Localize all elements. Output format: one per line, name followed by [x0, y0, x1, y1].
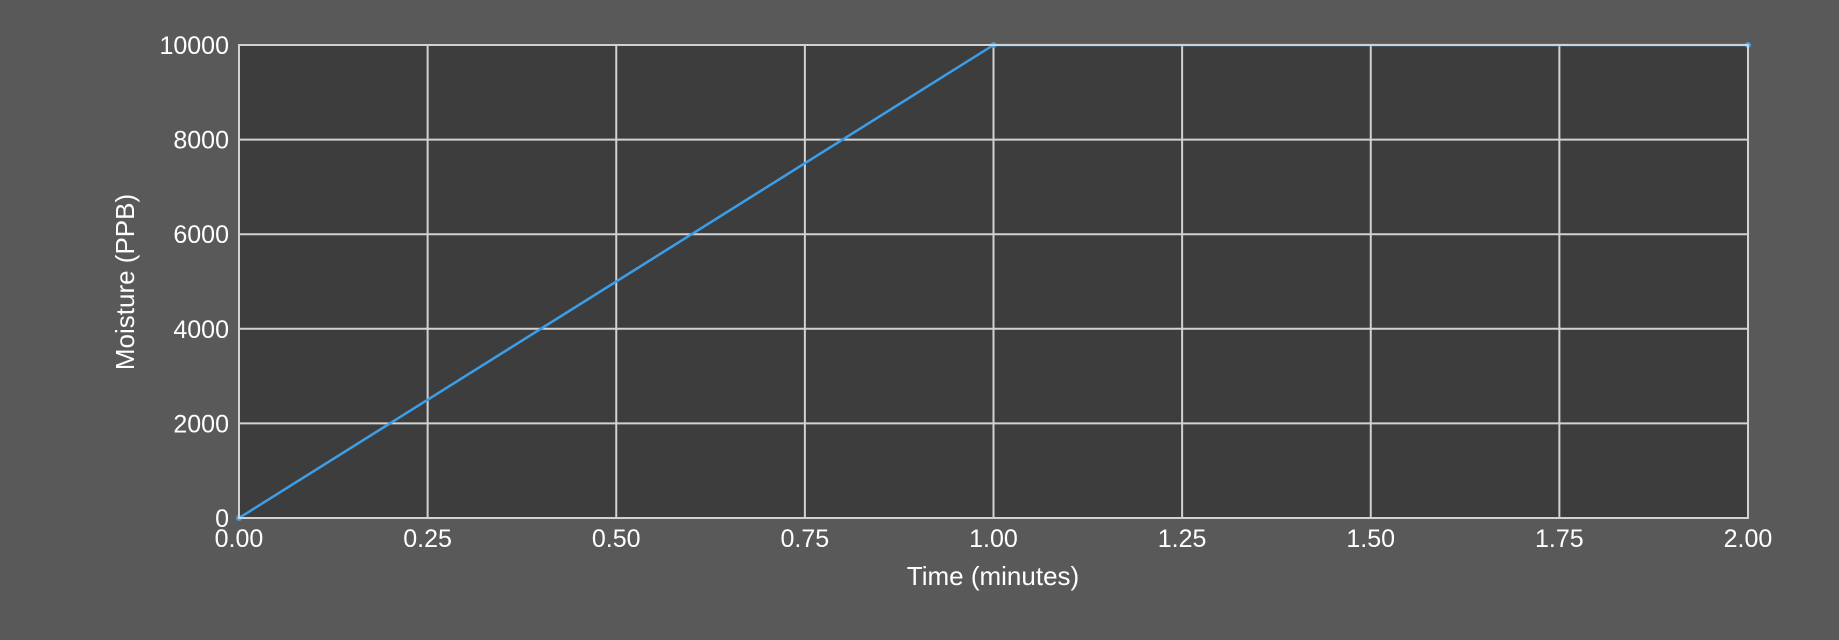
- y-axis-tick-labels: 0 2000 4000 6000 8000 10000: [159, 32, 229, 533]
- x-tick-label-2: 0.50: [592, 525, 641, 553]
- x-tick-label-0: 0.00: [215, 525, 264, 553]
- y-tick-label-0: 0: [215, 505, 229, 533]
- x-tick-label-1: 0.25: [403, 525, 452, 553]
- x-axis-tick-labels: 0.00 0.25 0.50 0.75 1.00 1.25 1.50 1.75 2.00: [215, 525, 1773, 553]
- x-tick-label-4: 1.00: [969, 525, 1018, 553]
- x-tick-label-6: 1.50: [1346, 525, 1395, 553]
- x-axis-title: Time (minutes): [907, 561, 1079, 591]
- y-tick-label-4: 8000: [173, 127, 229, 155]
- y-tick-label-2: 4000: [173, 316, 229, 344]
- x-tick-label-5: 1.25: [1158, 525, 1207, 553]
- y-tick-label-1: 2000: [173, 410, 229, 438]
- x-tick-label-3: 0.75: [781, 525, 830, 553]
- y-tick-label-5: 10000: [159, 32, 229, 60]
- plot-border: [238, 44, 1749, 519]
- x-tick-label-7: 1.75: [1535, 525, 1584, 553]
- y-tick-label-3: 6000: [173, 221, 229, 249]
- plot-frame: [238, 44, 1749, 519]
- x-tick-label-8: 2.00: [1724, 525, 1773, 553]
- y-axis-title: Moisture (PPB): [110, 194, 140, 370]
